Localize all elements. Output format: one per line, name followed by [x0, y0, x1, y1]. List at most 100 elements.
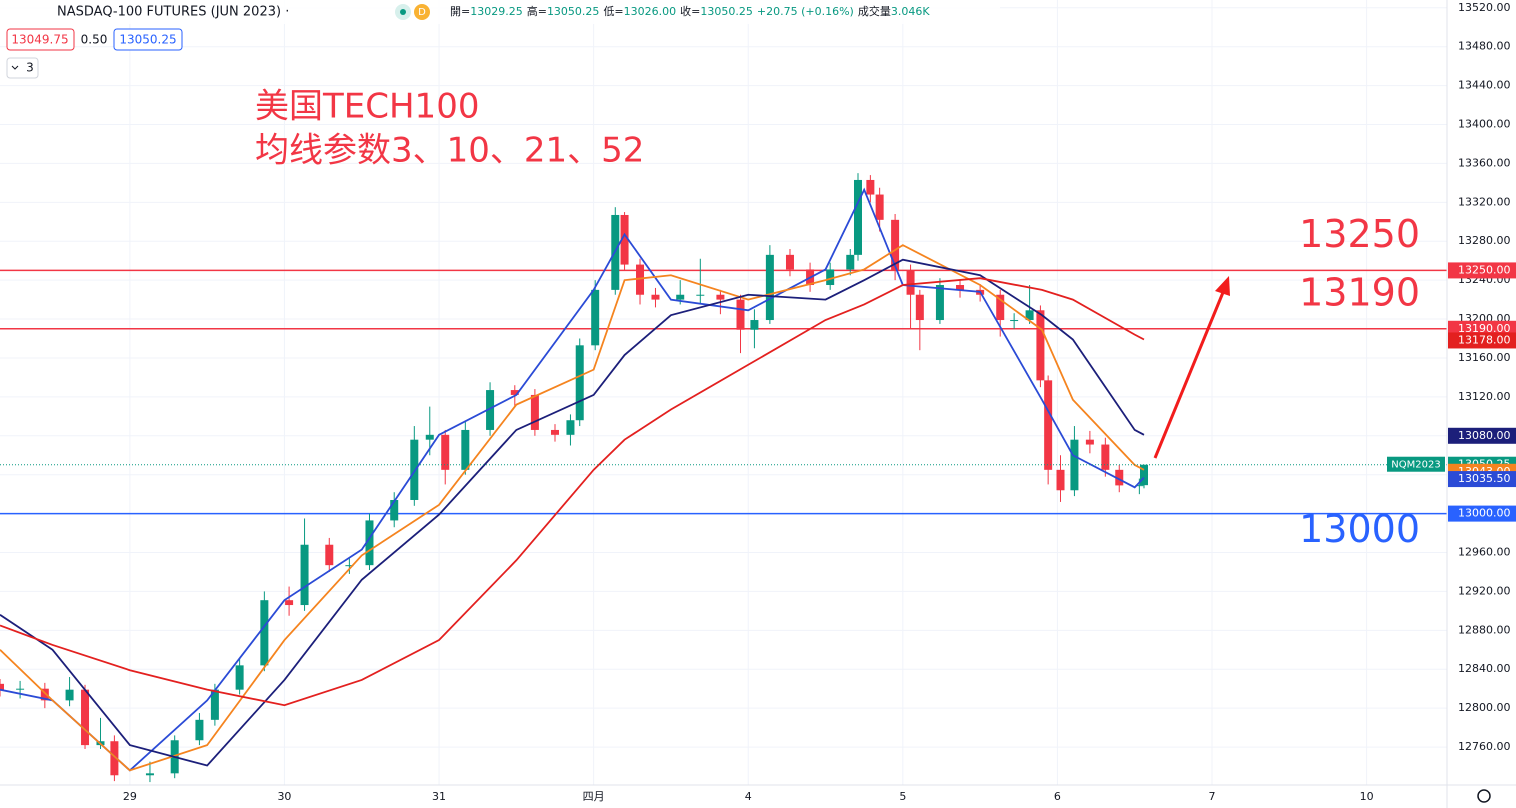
level-label: 13190	[1299, 270, 1420, 314]
candle-body	[866, 179, 875, 195]
y-tick-label: 12880.00	[1458, 623, 1511, 636]
candle-body	[1025, 310, 1034, 321]
ohlc-value: 13050.25	[547, 5, 600, 18]
arrow-head	[1215, 276, 1230, 296]
candle-body	[750, 320, 759, 330]
x-tick-label: 6	[1054, 790, 1061, 803]
ohlc-label: 開=	[450, 5, 470, 18]
candle-body	[636, 264, 645, 295]
candle-body	[530, 394, 539, 430]
price-tag-label: 13178.00	[1458, 333, 1511, 346]
ask[interactable]: 13050.25	[119, 33, 176, 47]
ohlc-label: 收=	[680, 4, 700, 18]
y-tick-label: 13480.00	[1458, 40, 1511, 53]
price-tag-label: 13080.00	[1458, 429, 1511, 442]
candle-body	[1056, 469, 1065, 491]
y-tick-label: 13160.00	[1458, 351, 1511, 364]
candle-body	[736, 299, 745, 330]
x-tick-label: 31	[432, 790, 446, 803]
candle-body	[0, 683, 4, 690]
ohlc-value: +20.75 (+0.16%)	[757, 5, 854, 18]
moving-average	[0, 244, 1145, 772]
candle-body	[81, 689, 90, 746]
candle-body	[1044, 380, 1053, 470]
lots-button[interactable]	[6, 57, 39, 79]
candle-body	[906, 270, 915, 295]
candle-body	[510, 390, 519, 395]
candle-body	[956, 285, 965, 290]
y-tick-label: 12920.00	[1458, 584, 1511, 597]
candle-body	[1010, 320, 1019, 322]
moving-average	[0, 258, 1145, 767]
candle-body	[345, 565, 354, 567]
candle-body	[1036, 310, 1045, 381]
interval-badge-bg	[414, 4, 430, 20]
candle-body	[676, 294, 685, 300]
x-tick-label: 4	[745, 790, 752, 803]
moving-average	[0, 277, 1145, 707]
price-tag	[1448, 262, 1516, 279]
axes: 12760.00 12800.00 12840.00 12880.00 12920.00…	[123, 1, 1516, 803]
candle-body	[1135, 485, 1144, 487]
candle-body	[40, 688, 49, 701]
candle-body	[235, 665, 244, 690]
bid-button[interactable]	[6, 28, 75, 51]
price-tag-label: 13035.50	[1458, 472, 1511, 485]
annotation: 美国TECH100	[255, 87, 479, 127]
candle-body	[365, 520, 374, 566]
header-bg	[0, 0, 1000, 24]
level-label: 13250	[1299, 212, 1420, 256]
candle-body	[875, 194, 884, 220]
candle-body	[425, 434, 434, 440]
price-tag	[1448, 505, 1516, 522]
ohlc-legend: 開= 13029.25 高= 13050.25 低= 13026.00 收= 13050.25…	[450, 4, 930, 18]
y-tick-label: 12760.00	[1458, 740, 1511, 753]
bid[interactable]: 13049.75	[11, 33, 68, 47]
moving-average	[0, 187, 1145, 772]
candle-body	[441, 434, 450, 470]
price-tag-label: 13190.00	[1458, 322, 1511, 335]
candle-body	[390, 499, 399, 521]
candle-body	[696, 294, 705, 296]
price-tag	[1448, 427, 1516, 444]
x-tick-label: 四月	[583, 790, 605, 803]
x-tick-label: 7	[1209, 790, 1216, 803]
price-tag-label: 13250.00	[1458, 263, 1511, 276]
x-tick-label: 5	[899, 790, 906, 803]
candle-body	[1085, 439, 1094, 445]
symbol-title: NASDAQ-100 FUTURES (JUN 2023) ·	[57, 5, 289, 20]
candle-body	[410, 439, 419, 500]
candle-body	[145, 773, 154, 776]
ohlc-value: 13026.00	[624, 5, 677, 18]
plot	[0, 173, 1447, 783]
ohlc-label: 高=	[527, 4, 547, 18]
candle-body	[591, 289, 600, 346]
ohlc-value: 13029.25	[470, 5, 523, 18]
candle-body	[285, 600, 294, 606]
spread: 0.50	[81, 33, 108, 47]
candle-body	[550, 429, 559, 435]
candle-body	[575, 345, 584, 421]
candle-body	[195, 719, 204, 741]
candle-body	[891, 219, 900, 271]
ask-button[interactable]	[113, 28, 183, 51]
lots[interactable]: 3	[26, 61, 34, 75]
arrow	[1153, 289, 1226, 459]
y-tick-label: 12800.00	[1458, 701, 1511, 714]
price-tag	[1448, 332, 1516, 349]
ohlc-value: 13050.25	[700, 5, 753, 18]
settings-icon[interactable]	[1477, 789, 1491, 803]
candle-body	[110, 741, 119, 776]
y-tick-label: 13120.00	[1458, 390, 1511, 403]
candle-body	[853, 179, 862, 255]
price-tag	[1448, 471, 1516, 488]
price-tag-label: 13000.00	[1458, 507, 1511, 520]
annotation: 均线参数3、10、21、52	[255, 131, 644, 171]
chevron	[11, 65, 19, 70]
ohlc-value: 3.046K	[891, 5, 930, 18]
candle-body	[826, 269, 835, 286]
candle-body	[300, 544, 309, 606]
candle-body	[16, 688, 25, 690]
x-tick-label: 30	[277, 790, 291, 803]
y-tick-label: 13320.00	[1458, 195, 1511, 208]
